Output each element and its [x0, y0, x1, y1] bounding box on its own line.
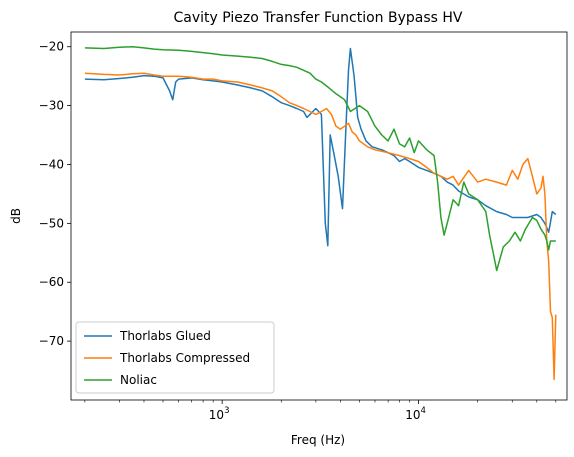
chart-title: Cavity Piezo Transfer Function Bypass HV: [174, 10, 463, 26]
x-axis-title: Freq (Hz): [291, 433, 345, 447]
x-axis: 103 104: [84, 400, 557, 422]
series-layer: [84, 45, 557, 381]
series-line-3: [84, 45, 556, 272]
series-line-1: [84, 47, 557, 247]
y-tick-label: −50: [39, 216, 64, 230]
y-tick-label: −20: [39, 40, 64, 54]
plot-area-frame: [70, 31, 568, 401]
legend-label-3: Noliac: [120, 373, 157, 387]
y-axis: −70 −60 −50 −40 −30 −20: [39, 40, 71, 348]
legend: Thorlabs Glued Thorlabs Compressed Noliac: [75, 321, 275, 394]
legend-box: [75, 321, 275, 394]
y-tick-label: −60: [39, 275, 64, 289]
y-axis-title: dB: [9, 208, 23, 224]
legend-label-1: Thorlabs Glued: [119, 329, 211, 343]
series-line-2: [84, 72, 557, 381]
y-tick-label: −30: [39, 99, 64, 113]
y-tick-label: −70: [39, 334, 64, 348]
x-tick-label: 104: [405, 406, 426, 422]
legend-label-2: Thorlabs Compressed: [119, 351, 250, 365]
x-tick-label: 103: [209, 406, 230, 422]
y-tick-label: −40: [39, 157, 64, 171]
